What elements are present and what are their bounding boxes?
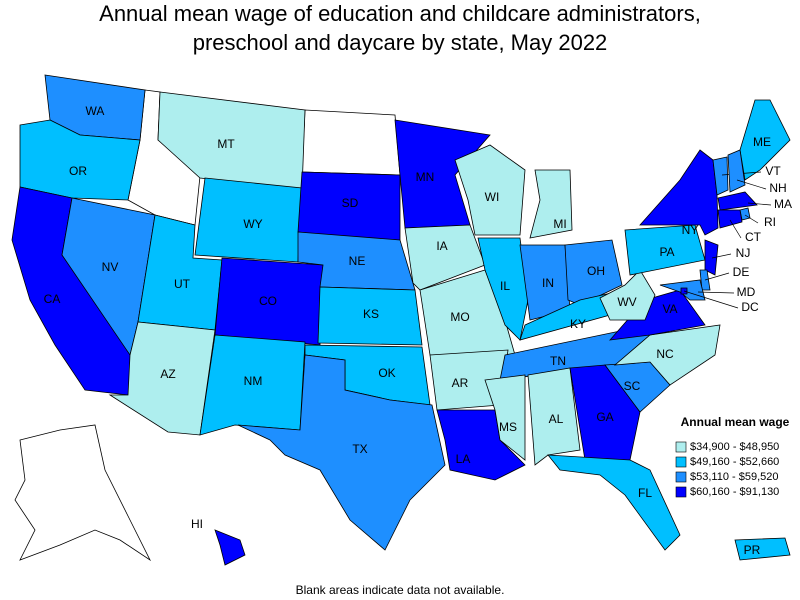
state-label: UT xyxy=(174,277,191,291)
leader-line xyxy=(711,253,732,259)
state-label: NC xyxy=(656,347,674,361)
legend: Annual mean wage $34,900 - $48,950 $49,16… xyxy=(675,415,790,498)
state xyxy=(529,169,573,239)
state-label: MT xyxy=(217,137,235,151)
state-label: NM xyxy=(244,374,263,388)
state xyxy=(639,149,719,236)
state-label: ME xyxy=(753,135,771,149)
state-label: NY xyxy=(682,223,699,237)
legend-title: Annual mean wage xyxy=(681,415,790,429)
title-line: Annual mean wage of education and childc… xyxy=(99,1,701,26)
state-label: MO xyxy=(450,310,469,324)
state-label: MD xyxy=(737,285,756,299)
legend-label: $60,160 - $91,130 xyxy=(690,486,779,498)
state-label: OK xyxy=(378,366,395,380)
state-label: CO xyxy=(259,294,277,308)
state-label: NJ xyxy=(736,246,751,260)
state-label: CT xyxy=(745,230,762,244)
state-label: VA xyxy=(662,302,677,316)
state-label: HI xyxy=(191,517,203,531)
state xyxy=(712,156,729,196)
state xyxy=(214,529,246,566)
state-label: DE xyxy=(733,265,750,279)
legend-swatch xyxy=(675,441,687,453)
state-label: GA xyxy=(596,410,613,424)
state xyxy=(419,269,516,356)
state-label: TN xyxy=(550,354,566,368)
leader-line xyxy=(697,291,735,294)
leader-line xyxy=(729,219,742,239)
state-label: WV xyxy=(617,295,636,309)
state-label: AL xyxy=(549,412,564,426)
state xyxy=(404,224,486,291)
state xyxy=(717,191,758,211)
state-label: WY xyxy=(243,217,262,231)
state-label: KS xyxy=(363,307,379,321)
states: WA OR CA NV MT WY UT AZ CO NM SD NE KS OK TX MN IA MO AR LA… xyxy=(11,74,792,566)
state-label: CA xyxy=(44,292,61,306)
state-label: TX xyxy=(352,442,367,456)
state-label: SC xyxy=(624,379,641,393)
state-label: OR xyxy=(69,164,87,178)
state xyxy=(739,99,791,181)
state-label: IL xyxy=(500,279,510,293)
state-label: MN xyxy=(416,170,435,184)
state xyxy=(237,354,446,551)
leader-line xyxy=(747,202,772,206)
state xyxy=(317,286,423,346)
state xyxy=(454,144,526,236)
state-label: MA xyxy=(774,197,792,211)
state-label: AR xyxy=(452,376,469,390)
leader-line xyxy=(683,290,739,309)
leader-line xyxy=(704,272,730,281)
state xyxy=(734,537,791,561)
state-label: SD xyxy=(342,196,359,210)
legend-label: $53,110 - $59,520 xyxy=(690,471,778,483)
state-label: PR xyxy=(744,543,761,557)
leader-line xyxy=(744,214,759,224)
legend-label: $49,160 - $52,660 xyxy=(690,456,779,468)
legend-swatch xyxy=(675,456,687,468)
no-data-states xyxy=(14,89,401,562)
state-label: NE xyxy=(349,254,366,268)
state-label: VT xyxy=(765,164,781,178)
state-label: AZ xyxy=(160,367,175,381)
state xyxy=(527,367,581,466)
state-label: PA xyxy=(659,245,674,259)
footnote: Blank areas indicate data not available. xyxy=(296,583,505,597)
state-label: OH xyxy=(587,264,605,278)
state xyxy=(704,239,719,276)
state xyxy=(108,321,216,436)
state-label: LA xyxy=(456,452,471,466)
state xyxy=(717,209,743,229)
state-label: WI xyxy=(485,190,500,204)
state-label: IA xyxy=(436,239,447,253)
state-label: NH xyxy=(769,181,786,195)
state-label: DC xyxy=(741,300,759,314)
state xyxy=(547,454,681,551)
state xyxy=(484,374,526,461)
state-blank xyxy=(14,424,152,562)
state-label: IN xyxy=(542,276,554,290)
state-label: FL xyxy=(638,486,652,500)
state xyxy=(599,269,656,321)
state-label: RI xyxy=(764,215,776,229)
legend-swatch xyxy=(675,471,687,483)
leader-line xyxy=(736,179,767,190)
state-label: MI xyxy=(553,217,566,231)
state-label: MS xyxy=(499,420,517,434)
state-label: KY xyxy=(570,317,586,331)
legend-label: $34,900 - $48,950 xyxy=(690,441,779,453)
state-blank xyxy=(301,109,401,176)
legend-swatch xyxy=(675,486,687,498)
state-label: WA xyxy=(86,104,105,118)
state-label: NV xyxy=(102,260,119,274)
title-line: preschool and daycare by state, May 2022 xyxy=(193,30,608,55)
